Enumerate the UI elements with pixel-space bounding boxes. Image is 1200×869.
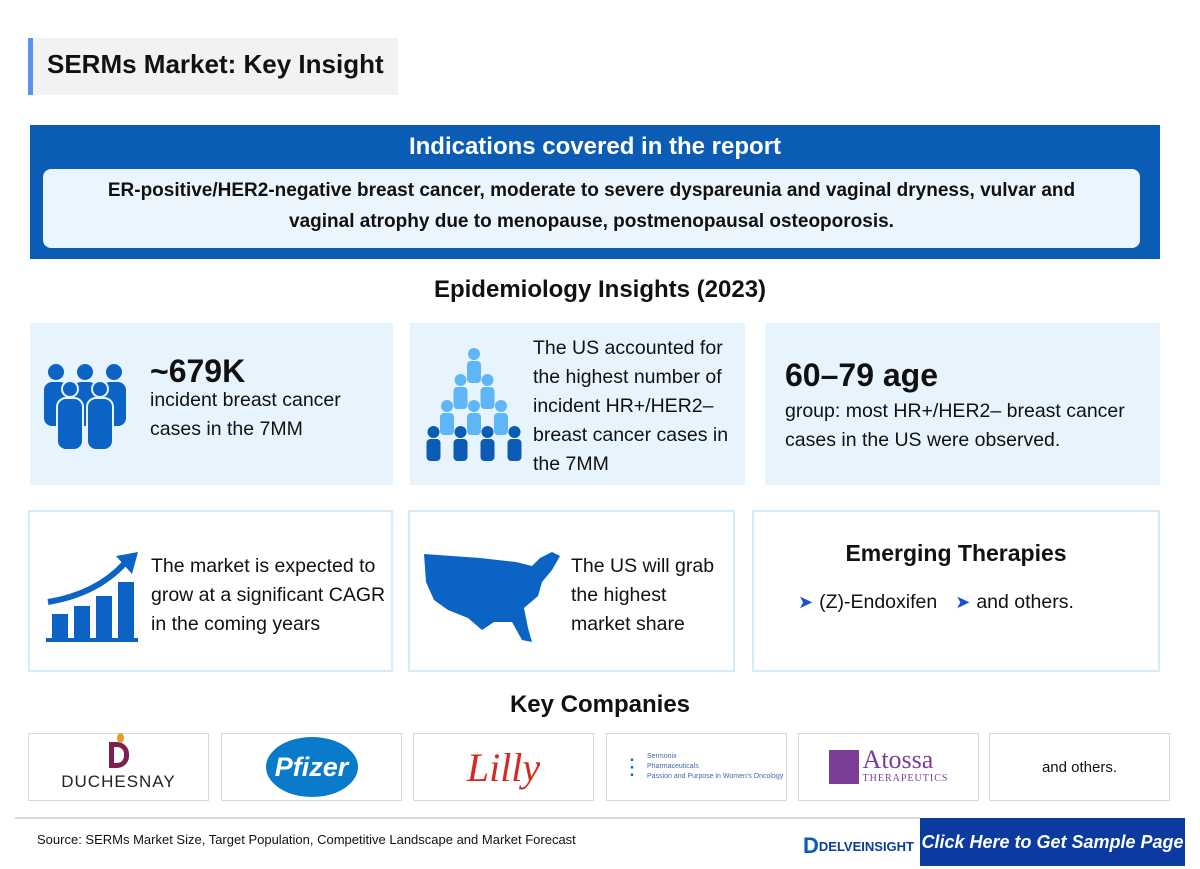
age-text: group: most HR+/HER2– breast cancer case…: [785, 400, 1125, 451]
epi-card-age: 60–79 age group: most HR+/HER2– breast c…: [765, 323, 1160, 485]
delveinsight-logo: D DELVEINSIGHT: [803, 833, 914, 858]
logo-others: and others.: [989, 733, 1170, 801]
logo-pfizer: Pfizer: [221, 733, 402, 801]
therapy-item: (Z)-Endoxifen: [819, 591, 938, 613]
logo-sermonix: ⋮ Sermonix Pharmaceuticals Passion and P…: [606, 733, 787, 801]
incident-value: ~679K: [150, 353, 246, 389]
incident-text: incident breast cancer cases in the 7MM: [150, 389, 341, 440]
get-sample-page-button[interactable]: Click Here to Get Sample Page: [920, 818, 1185, 866]
us-cases-text: The US accounted for the highest number …: [533, 337, 729, 475]
indications-banner: Indications covered in the report ER-pos…: [30, 125, 1160, 259]
indications-heading: Indications covered in the report: [408, 133, 782, 160]
emerging-therapies-card: Emerging Therapies ➤ (Z)-Endoxifen ➤ and…: [752, 510, 1160, 672]
logo-lilly: Lilly: [413, 733, 594, 801]
epi-card-us: The US accounted for the highest number …: [410, 323, 745, 485]
chevron-right-icon: ➤: [798, 592, 814, 612]
companies-heading: Key Companies: [509, 691, 691, 718]
page-title: SERMs Market: Key Insight: [28, 38, 398, 95]
delveinsight-mark-icon: D: [803, 833, 819, 858]
chevron-right-icon: ➤: [955, 592, 971, 612]
footer-divider: [15, 817, 920, 819]
growth-chart-icon: [46, 552, 138, 642]
logo-duchesnay: DUCHESNAY: [28, 733, 209, 801]
atossa-mark-icon: [828, 750, 859, 784]
people-group-icon: [44, 364, 126, 451]
us-share-card: The US will grab the highest market shar…: [408, 510, 735, 672]
us-share-text: The US will grab the highest market shar…: [571, 555, 715, 635]
us-map-icon: [424, 552, 560, 642]
therapy-item: and others.: [976, 591, 1074, 613]
epidemiology-heading: Epidemiology Insights (2023): [433, 276, 767, 303]
logo-atossa: Atossa THERAPEUTICS: [798, 733, 979, 801]
duchesnay-mark-icon: [108, 733, 129, 768]
population-pyramid-icon: [426, 348, 522, 461]
epi-card-incident: ~679K incident breast cancer cases in th…: [30, 323, 393, 485]
growth-text: The market is expected to grow at a sign…: [151, 555, 386, 635]
growth-card: The market is expected to grow at a sign…: [28, 510, 393, 672]
age-value: 60–79 age: [785, 357, 939, 393]
sermonix-figure-icon: ⋮: [621, 754, 643, 779]
emerging-heading: Emerging Therapies: [845, 540, 1067, 566]
indications-text: ER-positive/HER2-negative breast cancer,…: [43, 169, 1140, 248]
source-text: Source: SERMs Market Size, Target Popula…: [37, 832, 576, 847]
